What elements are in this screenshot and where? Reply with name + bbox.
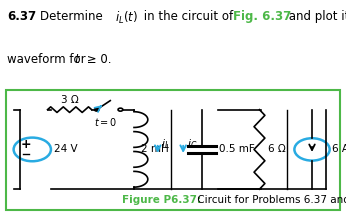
Text: waveform for: waveform for — [7, 53, 89, 66]
Text: 0.5 mF: 0.5 mF — [219, 144, 255, 154]
Text: and plot its: and plot its — [285, 10, 346, 23]
Text: $i_C$: $i_C$ — [186, 137, 197, 151]
Circle shape — [94, 108, 99, 111]
Text: 2 mH: 2 mH — [142, 144, 169, 154]
Text: 24 V: 24 V — [54, 144, 77, 154]
Text: Determine: Determine — [40, 10, 106, 23]
Text: +: + — [21, 138, 31, 151]
Text: 6 A: 6 A — [333, 144, 346, 154]
Text: $i_L(t)$: $i_L(t)$ — [115, 10, 138, 26]
Text: Fig. 6.37: Fig. 6.37 — [233, 10, 291, 23]
Text: in the circuit of: in the circuit of — [140, 10, 237, 23]
Text: $t = 0$: $t = 0$ — [93, 116, 117, 128]
Text: $i_L$: $i_L$ — [161, 137, 170, 151]
Text: Circuit for Problems 6.37 and 6.39.: Circuit for Problems 6.37 and 6.39. — [194, 195, 346, 205]
Text: $t$: $t$ — [74, 53, 81, 66]
Text: ≥ 0.: ≥ 0. — [83, 53, 111, 66]
Text: 6 Ω: 6 Ω — [268, 144, 286, 154]
Text: 3 Ω: 3 Ω — [61, 95, 79, 105]
Text: Figure P6.37:: Figure P6.37: — [122, 195, 201, 205]
Text: 6.37: 6.37 — [7, 10, 36, 23]
